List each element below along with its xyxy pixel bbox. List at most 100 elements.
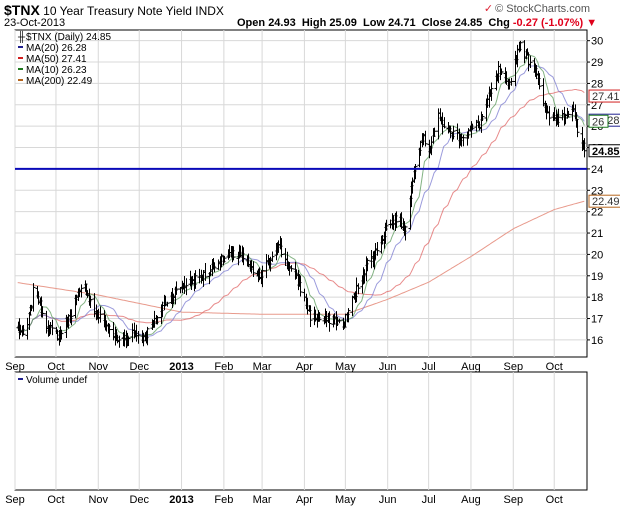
y-tick-label: 24 [591, 164, 603, 176]
ohlc-bar [219, 253, 224, 268]
ohlc-bar [451, 125, 456, 140]
x-tick-label: Sep [503, 361, 523, 373]
x-tick-label: Jul [422, 494, 436, 506]
ohlc-bar [231, 246, 236, 261]
ohlc-bar [260, 265, 265, 288]
x-tick-label: Feb [214, 361, 233, 373]
ma200-line-layer [17, 200, 585, 315]
ohlc-bar [98, 306, 103, 323]
value-label-box [588, 144, 620, 158]
y-tick-label: 17 [591, 314, 603, 326]
ohlc-bar [251, 261, 256, 277]
ohlc-bar [212, 262, 217, 273]
ohlc-bar [346, 308, 351, 323]
y-tick-label: 16 [591, 335, 603, 347]
x-tick-label: Dec [129, 361, 149, 373]
low-value: 24.71 [388, 17, 416, 29]
ohlc-bar [308, 305, 313, 328]
volume-gridlines [14, 372, 555, 490]
ma200-line [17, 200, 585, 315]
close-value: 24.85 [454, 17, 483, 29]
y-tick-label: 19 [591, 271, 603, 283]
x-tick-label: Apr [296, 494, 313, 506]
y-tick-label: 20 [591, 249, 603, 261]
ohlc-bar [423, 130, 428, 147]
x-tick-label: Mar [253, 494, 272, 506]
ohlc-bar [566, 110, 571, 117]
ohlc-bar [528, 55, 533, 68]
x-tick-label: Oct [47, 494, 64, 506]
value-label-box [588, 194, 620, 208]
instrument-name: 10 Year Treasury Note Yield [43, 4, 192, 18]
ohlc-bar [582, 138, 587, 158]
ohlc-bar [155, 315, 160, 325]
legend-label: MA(10) 26.23 [26, 65, 87, 76]
x-tick-label: Oct [546, 361, 563, 373]
ticker-symbol: $TNX [4, 2, 40, 18]
ohlc-bar [203, 263, 208, 281]
ohlc-bar [126, 336, 131, 347]
value-label: 24.85 [592, 146, 620, 158]
ohlc-bar [556, 108, 561, 128]
x-tick-label: Nov [88, 494, 108, 506]
ohlc-bar [317, 312, 322, 322]
ohlc-bar [88, 295, 93, 308]
x-tick-label: Sep [5, 361, 25, 373]
ohlc-bar [480, 113, 485, 122]
x-tick-label: Oct [47, 361, 64, 373]
x-tick-label: Sep [503, 494, 523, 506]
ohlc-bar [489, 82, 494, 101]
quote-date: 23-Oct-2013 [4, 17, 66, 29]
ohlc-bar [499, 68, 504, 75]
x-tick-label: Oct [546, 494, 563, 506]
ohlc-bar [337, 318, 342, 324]
legend-label: $TNX (Daily) 24.85 [26, 32, 111, 43]
x-tick-label: Jul [422, 361, 436, 373]
value-label-box [588, 114, 609, 128]
ohlc-bar [289, 265, 294, 272]
y-tick-label: 27 [591, 100, 603, 112]
ohlc-bar [107, 323, 112, 338]
brand-text: © StockCharts.com [495, 3, 590, 15]
high-value: 25.09 [329, 17, 357, 29]
x-tick-label: Dec [129, 494, 149, 506]
volume-panel [14, 371, 588, 491]
price-y-axis: 161718192021222324252627282930 [587, 36, 603, 347]
change-label: Chg [488, 17, 510, 29]
ohlc-bar [69, 309, 74, 326]
change-value: -0.27 (-1.07%) [512, 17, 584, 29]
ohlc-bar [575, 119, 580, 138]
ohlc-bar [448, 125, 453, 139]
ohlc-bar [442, 117, 447, 129]
value-label-box [588, 89, 620, 103]
y-tick-label: 18 [591, 292, 603, 304]
ohlc-bar [222, 255, 227, 263]
ohlc-bar [375, 242, 380, 256]
value-label: 26 [592, 116, 604, 128]
x-tick-label: Feb [214, 494, 233, 506]
close-label: Close [421, 17, 452, 29]
ohlc-bar [403, 225, 408, 241]
low-label: Low [363, 17, 386, 29]
y-tick-label: 29 [591, 57, 603, 69]
ohlc-bar [356, 283, 361, 295]
ohlc-bar [394, 211, 399, 228]
x-tick-label: Nov [88, 361, 108, 373]
x-tick-label: 2013 [169, 494, 193, 506]
x-tick-label: 2013 [169, 361, 193, 373]
brand-logo-icon: ✓ [483, 3, 494, 15]
x-tick-label: Aug [461, 494, 481, 506]
ohlc-bar [509, 77, 514, 86]
y-tick-label: 21 [591, 228, 603, 240]
x-tick-label: Aug [461, 361, 481, 373]
ohlc-bar [165, 301, 170, 307]
exchange-label: INDX [195, 4, 224, 18]
volume-x-axis: Sep Oct Nov Dec 2013 Feb Mar Apr May Jun Jul Aug Sep… [5, 494, 563, 506]
ohlc-bar [40, 306, 45, 318]
ohlc-bar [193, 270, 198, 289]
y-tick-label: 30 [591, 36, 603, 48]
ma10-line-layer [17, 54, 585, 339]
ohlc-bar [298, 275, 303, 297]
x-tick-label: Mar [253, 361, 272, 373]
